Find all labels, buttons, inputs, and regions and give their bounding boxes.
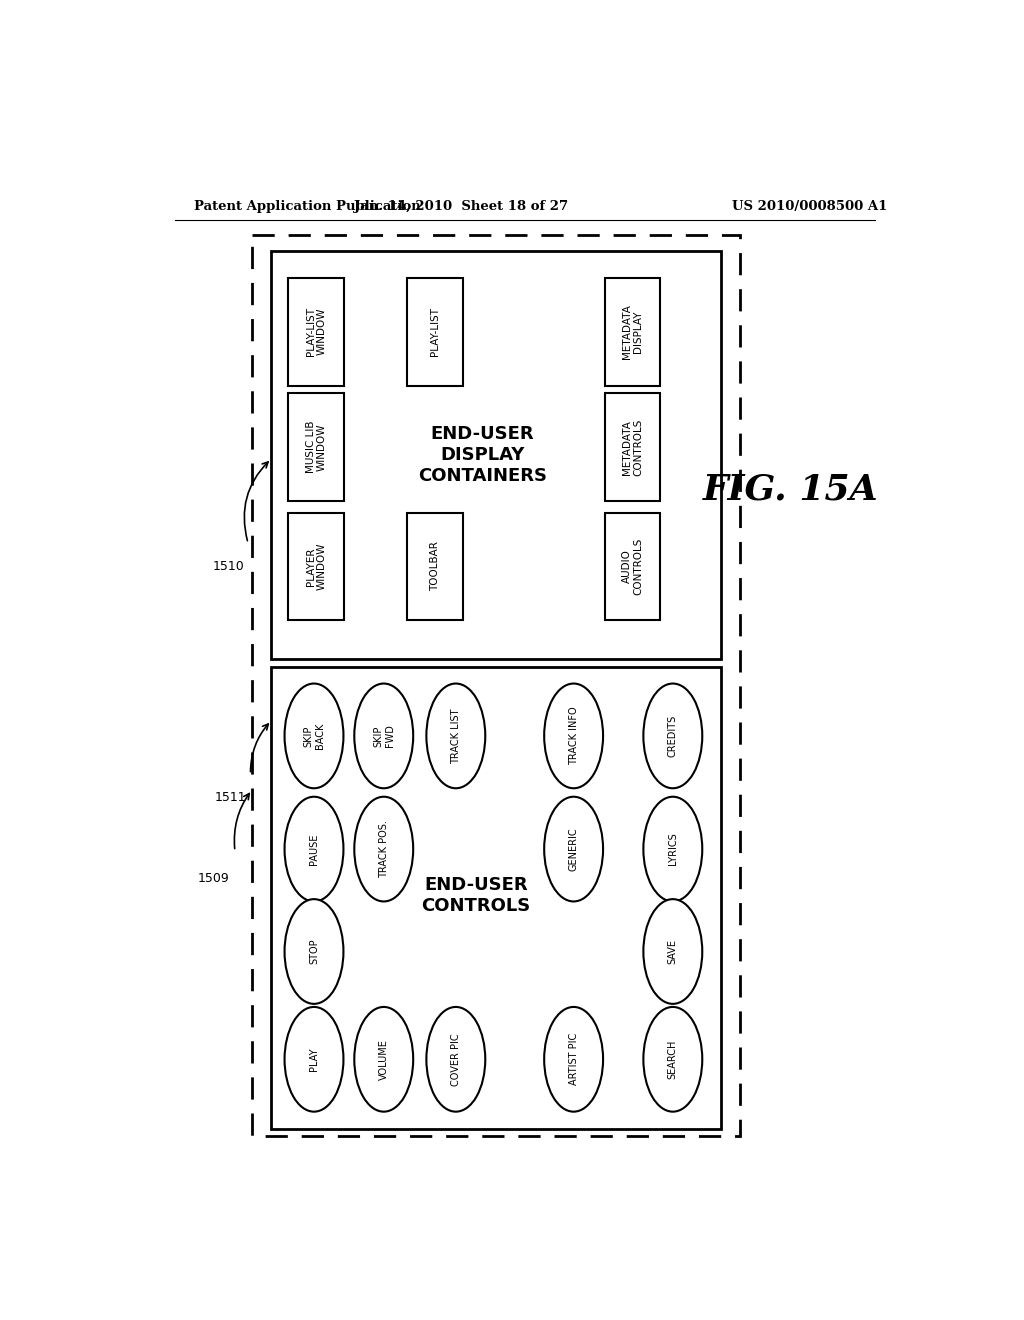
Bar (252, 235, 740, 1137)
Text: ARTIST PIC: ARTIST PIC (568, 1034, 579, 1085)
Text: END-USER
DISPLAY
CONTAINERS: END-USER DISPLAY CONTAINERS (418, 425, 547, 484)
Ellipse shape (285, 1007, 343, 1111)
Text: Jan. 14, 2010  Sheet 18 of 27: Jan. 14, 2010 Sheet 18 of 27 (354, 199, 568, 213)
Bar (604, 512, 660, 620)
Text: SKIP
BACK: SKIP BACK (303, 723, 325, 748)
Text: PLAY-LIST: PLAY-LIST (430, 308, 440, 356)
Text: SKIP
FWD: SKIP FWD (373, 725, 394, 747)
Text: US 2010/0008500 A1: US 2010/0008500 A1 (732, 199, 888, 213)
Ellipse shape (643, 899, 702, 1003)
Text: LYRICS: LYRICS (668, 833, 678, 866)
Text: 1511: 1511 (214, 791, 246, 804)
Ellipse shape (544, 684, 603, 788)
Ellipse shape (544, 1007, 603, 1111)
Ellipse shape (285, 899, 343, 1003)
Text: 1510: 1510 (213, 560, 245, 573)
Text: SEARCH: SEARCH (668, 1040, 678, 1078)
Ellipse shape (285, 684, 343, 788)
Text: PAUSE: PAUSE (309, 833, 319, 865)
Text: SAVE: SAVE (668, 939, 678, 964)
Ellipse shape (643, 797, 702, 902)
Text: PLAYER
WINDOW: PLAYER WINDOW (305, 543, 327, 590)
Text: CREDITS: CREDITS (668, 714, 678, 758)
Text: TRACK INFO: TRACK INFO (568, 706, 579, 766)
Bar (407, 277, 463, 385)
Text: END-USER
CONTROLS: END-USER CONTROLS (421, 876, 530, 915)
Bar (289, 512, 344, 620)
Ellipse shape (643, 1007, 702, 1111)
Text: MUSIC LIB
WINDOW: MUSIC LIB WINDOW (305, 421, 327, 474)
Bar (289, 393, 344, 502)
Text: TRACK LIST: TRACK LIST (451, 708, 461, 764)
Ellipse shape (354, 1007, 414, 1111)
Text: FIG. 15A: FIG. 15A (702, 473, 879, 507)
Text: TRACK POS.: TRACK POS. (379, 820, 389, 878)
Text: VOLUME: VOLUME (379, 1039, 389, 1080)
Text: TOOLBAR: TOOLBAR (430, 541, 440, 591)
Bar (604, 393, 660, 502)
Text: METADATA
DISPLAY: METADATA DISPLAY (622, 304, 643, 359)
Bar (407, 512, 463, 620)
Text: GENERIC: GENERIC (568, 828, 579, 871)
Text: METADATA
CONTROLS: METADATA CONTROLS (622, 418, 643, 475)
Text: PLAY-LIST
WINDOW: PLAY-LIST WINDOW (305, 308, 327, 356)
Ellipse shape (643, 684, 702, 788)
Ellipse shape (354, 797, 414, 902)
Bar (271, 251, 721, 659)
Bar (604, 277, 660, 385)
Ellipse shape (285, 797, 343, 902)
Bar (271, 667, 721, 1129)
Text: Patent Application Publication: Patent Application Publication (194, 199, 421, 213)
Ellipse shape (426, 684, 485, 788)
Ellipse shape (354, 684, 414, 788)
Text: 1509: 1509 (198, 871, 229, 884)
Ellipse shape (544, 797, 603, 902)
Bar (289, 277, 344, 385)
Text: AUDIO
CONTROLS: AUDIO CONTROLS (622, 537, 643, 595)
Text: COVER PIC: COVER PIC (451, 1034, 461, 1085)
Ellipse shape (426, 1007, 485, 1111)
Text: PLAY: PLAY (309, 1048, 319, 1071)
Text: STOP: STOP (309, 939, 319, 965)
